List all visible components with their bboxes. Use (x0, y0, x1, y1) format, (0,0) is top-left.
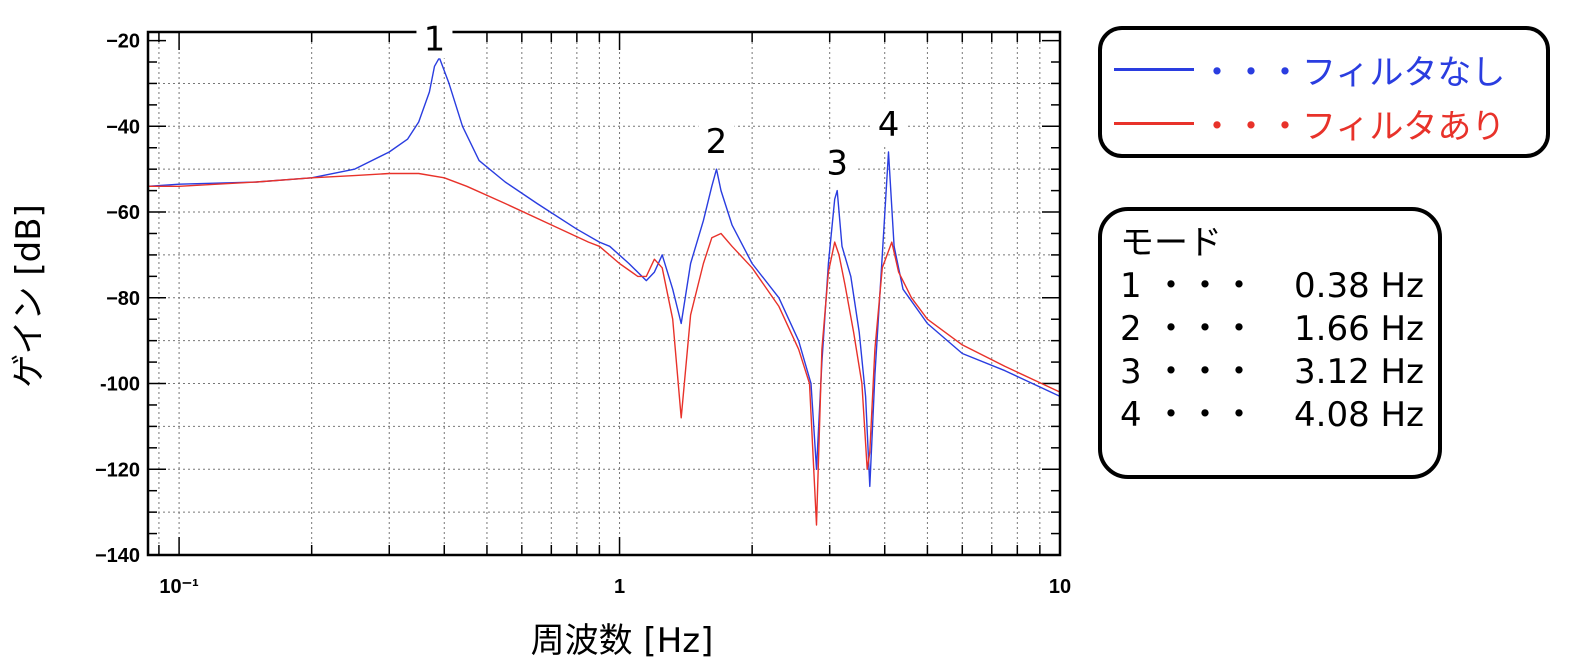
series-line-1 (147, 57, 1061, 488)
mode-row: 3 ・・・ 3.12 Hz (1120, 351, 1438, 394)
mode-row: 2 ・・・ 1.66 Hz (1120, 308, 1438, 351)
series-line-2 (148, 172, 1061, 526)
mode-frequency: 0.38 Hz (1294, 266, 1424, 306)
peak-label: 1 (424, 19, 446, 59)
peak-label-bg (416, 16, 453, 59)
gain-chart: −20 −40 −60 −80 -100 −120 −140 10⁻¹ 1 10 1 2 34 周波数… (9, 16, 1072, 661)
mode-number: 4 (1120, 395, 1142, 435)
mode-dots: ・・・ (1154, 352, 1256, 392)
mode-table: モード 1 ・・・ 0.38 Hz 2 ・・・ 1.66 Hz 3 ・・・ 3.… (1098, 207, 1442, 479)
mode-dots: ・・・ (1154, 266, 1256, 306)
mode-number: 3 (1120, 352, 1142, 392)
y-tick-label: −20 (106, 31, 140, 53)
mode-number: 2 (1120, 309, 1142, 349)
mode-number: 1 (1120, 266, 1142, 306)
x-tick-label: 1 (614, 576, 625, 598)
mode-row: 1 ・・・ 0.38 Hz (1120, 265, 1438, 308)
grid (148, 32, 1060, 555)
peak-label: 4 (878, 105, 900, 145)
peak-labels: 1 2 34 (416, 16, 907, 184)
legend-label-with-filter: フィルタあり (1302, 106, 1506, 147)
mode-dots: ・・・ (1154, 309, 1256, 349)
tick-labels: −20 −40 −60 −80 -100 −120 −140 10⁻¹ 1 10 (95, 31, 1071, 598)
peak-label-bg (870, 102, 907, 145)
legend-swatch-with-filter (1114, 121, 1194, 125)
mode-row: 4 ・・・ 4.08 Hz (1120, 394, 1438, 437)
mode-title: モード (1120, 223, 1222, 263)
x-tick-label: 10⁻¹ (159, 576, 199, 598)
y-tick-label: −80 (106, 288, 140, 310)
x-tick-label: 10 (1049, 576, 1071, 598)
legend-item-no-filter: ・・・ フィルタなし (1114, 44, 1505, 94)
mode-frequency: 4.08 Hz (1294, 395, 1424, 435)
legend-label-no-filter: フィルタなし (1302, 52, 1506, 93)
y-tick-label: −120 (95, 459, 140, 481)
y-axis-label: ゲイン [dB] (9, 204, 49, 388)
series-lines (147, 57, 1061, 526)
legend-dots: ・・・ (1200, 52, 1302, 93)
legend-item-with-filter: ・・・ フィルタあり (1114, 98, 1505, 148)
legend: ・・・ フィルタなし ・・・ フィルタあり (1098, 26, 1550, 158)
mode-frequency: 1.66 Hz (1294, 309, 1424, 349)
mode-dots: ・・・ (1154, 395, 1256, 435)
y-tick-label: −40 (106, 116, 140, 138)
y-tick-label: −60 (106, 202, 140, 224)
peak-label: 2 (706, 122, 728, 162)
axis-ticks (148, 32, 1060, 556)
x-axis-label: 周波数 [Hz] (531, 621, 714, 661)
y-tick-label: −140 (95, 545, 140, 567)
peak-label-bg (819, 140, 856, 183)
legend-dots: ・・・ (1200, 106, 1302, 147)
mode-frequency: 3.12 Hz (1294, 352, 1424, 392)
peak-label: 3 (826, 144, 848, 184)
y-tick-label: -100 (100, 374, 140, 396)
legend-swatch-no-filter (1114, 67, 1194, 71)
plot-frame (146, 30, 1062, 557)
peak-label-bg (698, 119, 735, 162)
